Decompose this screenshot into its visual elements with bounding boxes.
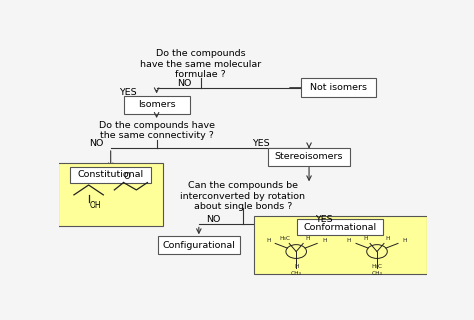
Text: YES: YES xyxy=(253,139,270,148)
Text: Constitutional: Constitutional xyxy=(78,170,144,179)
Text: H₃C: H₃C xyxy=(372,264,383,269)
Text: YES: YES xyxy=(315,215,333,225)
Text: O: O xyxy=(124,172,130,181)
FancyBboxPatch shape xyxy=(297,219,383,235)
Text: CH₃: CH₃ xyxy=(372,271,383,276)
Text: Not isomers: Not isomers xyxy=(310,83,367,92)
Text: CH₃: CH₃ xyxy=(291,271,301,276)
Text: H: H xyxy=(364,236,368,241)
FancyBboxPatch shape xyxy=(58,164,163,226)
FancyBboxPatch shape xyxy=(124,96,190,114)
Text: H: H xyxy=(305,236,310,241)
FancyBboxPatch shape xyxy=(268,148,350,166)
Text: Conformational: Conformational xyxy=(304,222,377,231)
Text: H: H xyxy=(266,238,271,243)
Text: Stereoisomers: Stereoisomers xyxy=(275,152,343,161)
Text: H: H xyxy=(403,238,407,243)
Text: H: H xyxy=(347,238,351,243)
FancyBboxPatch shape xyxy=(254,216,427,274)
Text: OH: OH xyxy=(90,201,101,210)
Text: Do the compounds
have the same molecular
formulae ?: Do the compounds have the same molecular… xyxy=(140,49,261,79)
Text: NO: NO xyxy=(177,79,191,88)
FancyBboxPatch shape xyxy=(301,78,376,97)
Text: Isomers: Isomers xyxy=(138,100,175,109)
Text: NO: NO xyxy=(89,139,103,148)
FancyBboxPatch shape xyxy=(157,236,240,254)
Text: H: H xyxy=(322,238,327,243)
Text: Can the compounds be
interconverted by rotation
about single bonds ?: Can the compounds be interconverted by r… xyxy=(181,181,305,211)
Text: NO: NO xyxy=(206,215,221,225)
Text: Do the compounds have
the same connectivity ?: Do the compounds have the same connectiv… xyxy=(99,121,215,140)
Text: H₃C: H₃C xyxy=(280,236,291,241)
Text: Configurational: Configurational xyxy=(163,241,235,250)
Text: H: H xyxy=(294,264,299,269)
Text: H: H xyxy=(386,236,390,241)
FancyBboxPatch shape xyxy=(70,166,151,182)
Text: YES: YES xyxy=(119,88,137,97)
